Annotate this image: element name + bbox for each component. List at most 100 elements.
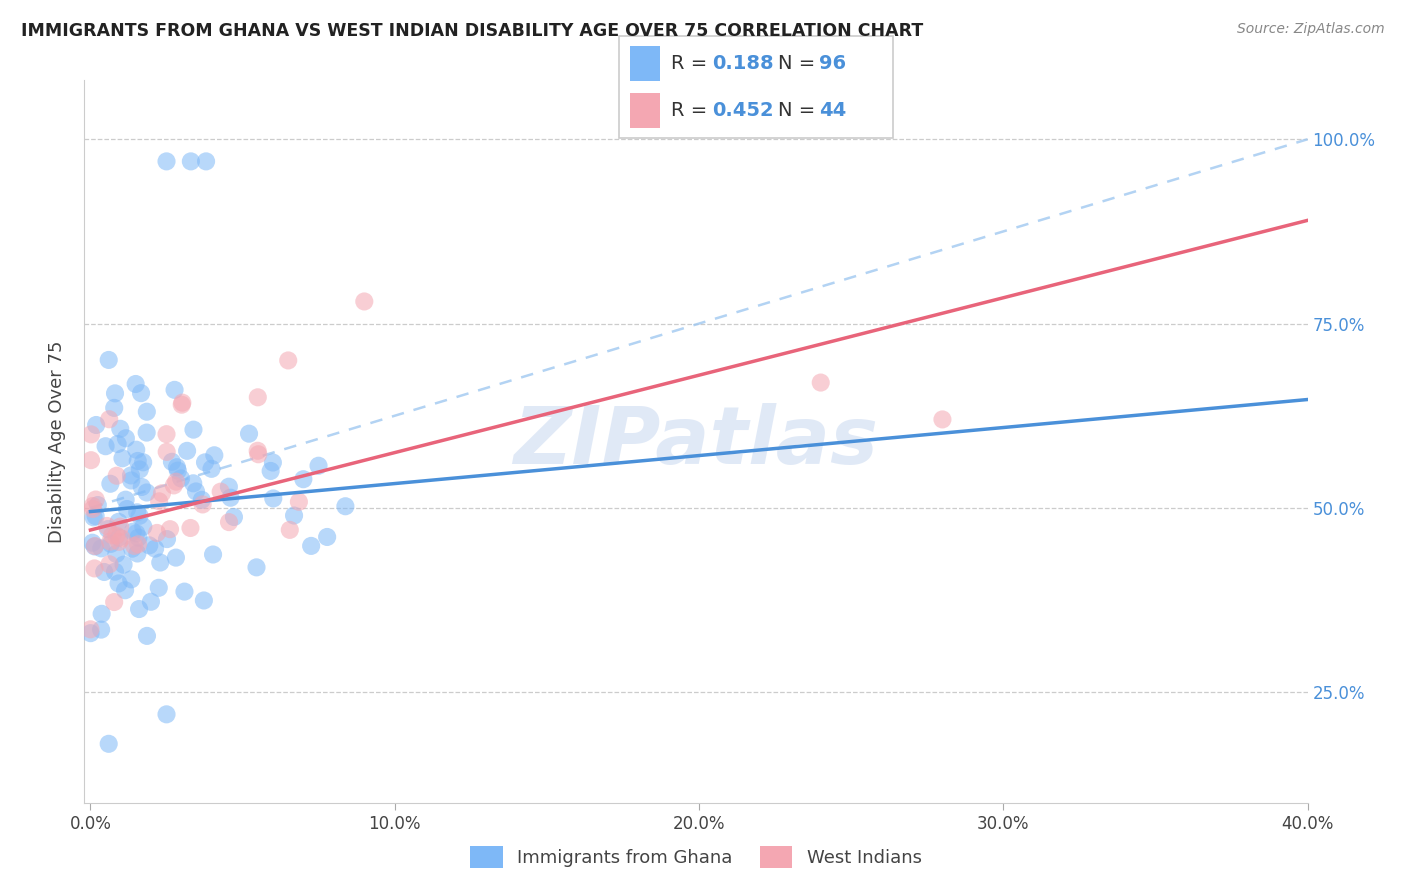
Text: 44: 44 xyxy=(818,101,846,120)
Point xyxy=(146,525,169,540)
Point xyxy=(115,502,138,516)
Point xyxy=(155,154,177,169)
Point xyxy=(931,412,953,426)
Point xyxy=(149,556,172,570)
Point xyxy=(277,353,299,368)
Y-axis label: Disability Age Over 75: Disability Age Over 75 xyxy=(48,340,66,543)
Point xyxy=(202,548,225,562)
Point xyxy=(179,521,201,535)
Point xyxy=(104,565,127,579)
Text: R =: R = xyxy=(671,54,713,73)
Point xyxy=(148,581,170,595)
Point xyxy=(104,386,127,401)
Point xyxy=(132,455,155,469)
Point xyxy=(90,541,112,556)
Point xyxy=(80,427,103,442)
Point xyxy=(246,443,269,458)
Point xyxy=(82,502,104,516)
Point xyxy=(163,478,186,492)
Point xyxy=(121,524,143,539)
Point xyxy=(166,464,188,478)
Point xyxy=(165,475,187,489)
Point xyxy=(128,508,150,523)
Point xyxy=(156,532,179,546)
Point xyxy=(80,453,103,467)
Point xyxy=(110,422,132,436)
Point xyxy=(260,464,283,478)
Point xyxy=(308,458,330,473)
Point xyxy=(114,492,136,507)
FancyBboxPatch shape xyxy=(619,36,893,138)
Point xyxy=(105,468,128,483)
Point xyxy=(138,538,160,552)
Point xyxy=(115,431,138,445)
Point xyxy=(159,522,181,536)
Point xyxy=(181,476,204,491)
Point xyxy=(170,398,193,412)
Point xyxy=(96,519,118,533)
Point xyxy=(176,443,198,458)
Point xyxy=(101,528,124,542)
Point xyxy=(128,602,150,616)
Point xyxy=(292,472,315,486)
Point xyxy=(100,537,122,551)
Point xyxy=(114,583,136,598)
Point xyxy=(107,515,129,529)
Point xyxy=(124,376,146,391)
Text: ZIPatlas: ZIPatlas xyxy=(513,402,879,481)
Point xyxy=(128,462,150,476)
Point xyxy=(90,623,112,637)
Point xyxy=(125,526,148,541)
Point xyxy=(194,455,217,469)
Point xyxy=(238,426,260,441)
Point xyxy=(112,558,135,572)
Point xyxy=(173,584,195,599)
Point xyxy=(122,539,145,553)
Point xyxy=(83,510,105,524)
Point xyxy=(155,427,177,442)
Point xyxy=(120,573,142,587)
Text: 96: 96 xyxy=(818,54,846,73)
Point xyxy=(283,508,305,523)
Point xyxy=(170,471,193,485)
Point xyxy=(172,395,194,409)
Point xyxy=(166,460,188,475)
Text: N =: N = xyxy=(778,101,821,120)
Point xyxy=(82,499,104,513)
Point xyxy=(810,376,832,390)
Point xyxy=(97,353,120,368)
Point xyxy=(131,480,153,494)
Legend: Immigrants from Ghana, West Indians: Immigrants from Ghana, West Indians xyxy=(461,837,931,877)
Point xyxy=(191,492,214,507)
Point xyxy=(103,401,125,415)
Point xyxy=(193,593,215,607)
Text: Source: ZipAtlas.com: Source: ZipAtlas.com xyxy=(1237,22,1385,37)
Point xyxy=(103,595,125,609)
Point xyxy=(84,417,107,432)
Point xyxy=(163,383,186,397)
Point xyxy=(127,537,149,551)
Point xyxy=(316,530,339,544)
Text: IMMIGRANTS FROM GHANA VS WEST INDIAN DISABILITY AGE OVER 75 CORRELATION CHART: IMMIGRANTS FROM GHANA VS WEST INDIAN DIS… xyxy=(21,22,924,40)
Point xyxy=(107,437,129,451)
Point xyxy=(120,474,142,488)
Point xyxy=(132,519,155,533)
Point xyxy=(127,531,149,545)
Point xyxy=(218,515,240,529)
Text: 0.452: 0.452 xyxy=(711,101,773,120)
Point xyxy=(160,455,183,469)
Text: N =: N = xyxy=(778,54,821,73)
Point xyxy=(288,495,311,509)
Point xyxy=(150,486,173,500)
Point xyxy=(299,539,322,553)
Point xyxy=(184,484,207,499)
Point xyxy=(127,505,149,519)
Point xyxy=(98,558,121,572)
Point xyxy=(195,154,218,169)
Point xyxy=(262,456,284,470)
Point xyxy=(107,576,129,591)
Point xyxy=(127,454,149,468)
Point xyxy=(108,530,131,544)
Point xyxy=(98,412,121,426)
Point xyxy=(246,390,269,404)
